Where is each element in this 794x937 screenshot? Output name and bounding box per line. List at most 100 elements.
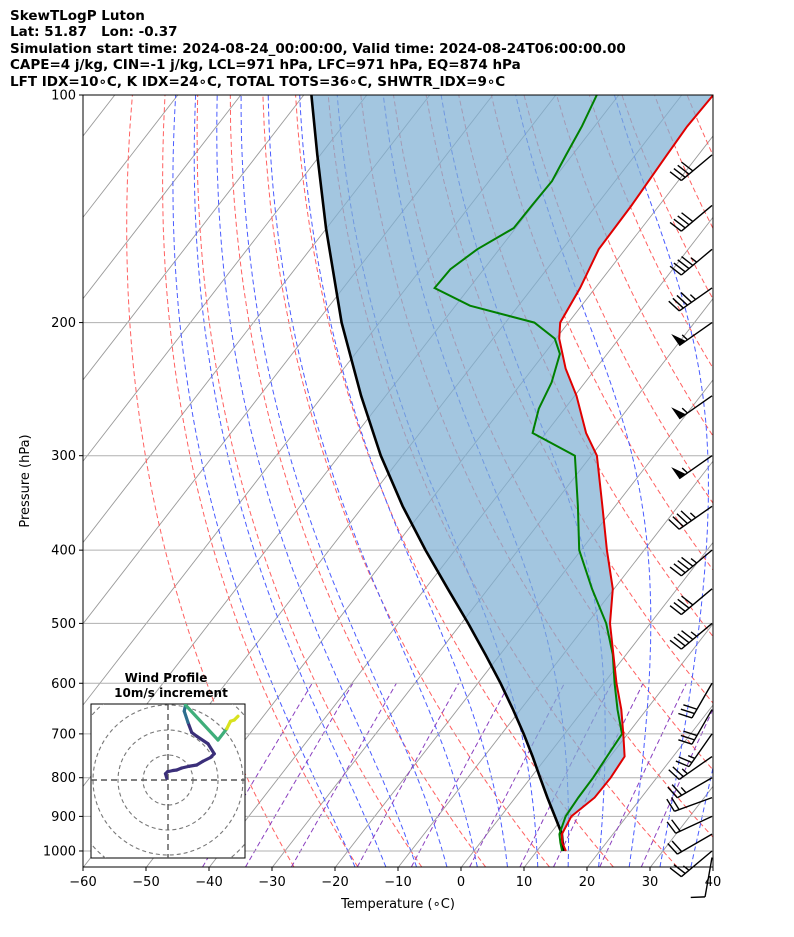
barb-staff [688, 733, 713, 768]
barb-half [680, 786, 687, 794]
hodograph-segment [195, 734, 210, 746]
y-tick-label: 600 [51, 677, 76, 692]
barb-full [681, 212, 694, 223]
barb-half [681, 334, 688, 341]
barb-full [673, 601, 686, 612]
y-tick-label: 400 [51, 544, 76, 559]
barb-full [677, 633, 690, 644]
isotherm-line [83, 95, 368, 462]
hodograph-title: Wind Profile [125, 671, 208, 685]
barb-full [671, 784, 683, 796]
barb-full [678, 756, 693, 764]
dry-adiabat-line [126, 95, 295, 867]
wind-barb [690, 857, 713, 899]
barb-pennant [671, 407, 686, 419]
barb-full [669, 605, 682, 616]
barb-full [671, 840, 683, 853]
barb-staff [678, 321, 713, 347]
barb-staff [704, 857, 713, 897]
barb-full [668, 300, 680, 312]
barb-staff [680, 588, 713, 616]
moist-adiabat-line [299, 95, 508, 867]
barb-full [672, 297, 684, 309]
wind-barb [666, 796, 713, 812]
moist-adiabat-line [515, 95, 652, 867]
barb-staff [680, 154, 713, 182]
y-tick-label: 900 [51, 810, 76, 825]
wind-barb [671, 395, 713, 420]
x-tick-label: 30 [642, 875, 659, 890]
barb-staff [680, 204, 713, 232]
barb-staff [691, 709, 713, 745]
y-tick-label: 100 [51, 89, 76, 104]
mixing-ratio-line [356, 683, 460, 867]
barb-staff [691, 682, 713, 719]
temperature-line [558, 95, 713, 852]
y-tick-label: 300 [51, 449, 76, 464]
profile-lines [310, 95, 713, 852]
barb-full [680, 734, 695, 741]
dry-adiabat-line [556, 95, 713, 437]
wind-barb [669, 850, 713, 878]
barb-full [677, 598, 690, 609]
wind-barb [666, 815, 713, 834]
barb-staff [678, 395, 713, 420]
hodograph-segment [183, 704, 220, 742]
instability-parameters: CAPE=4 j/kg, CIN=-1 j/kg, LCL=971 hPa, L… [10, 57, 521, 74]
barb-full [676, 294, 688, 306]
barb-full [680, 292, 692, 303]
barb-half [681, 768, 688, 775]
barb-full [668, 769, 680, 780]
wind-barb [668, 505, 713, 530]
barb-full [669, 171, 682, 182]
moist-adiabat-line [722, 95, 794, 867]
barb-half [689, 294, 697, 300]
barb-full [677, 215, 690, 226]
isotherm-line [83, 95, 305, 381]
barb-full [669, 566, 682, 577]
dry-adiabat-line [196, 95, 423, 867]
wind-barb [678, 709, 713, 745]
y-tick-label: 1000 [43, 844, 76, 859]
barb-full [677, 164, 690, 175]
barb-staff [674, 796, 713, 812]
barb-full [680, 708, 695, 715]
barb-full [673, 864, 686, 875]
barb-full [678, 712, 693, 719]
barb-half [690, 257, 698, 263]
wind-barb [669, 588, 713, 616]
dewpoint-line [433, 95, 624, 852]
x-tick-label: −30 [258, 875, 285, 890]
wind-barb [669, 154, 713, 182]
isotherm-line [714, 95, 794, 867]
x-tick-label: −10 [384, 875, 411, 890]
x-tick-label: 20 [579, 875, 596, 890]
barb-full [669, 265, 682, 276]
barb-full [681, 161, 694, 172]
x-tick-label: −50 [132, 875, 159, 890]
barb-full [666, 798, 676, 812]
hodograph-segment [182, 709, 190, 725]
barb-half [687, 755, 696, 760]
dry-adiabat-line [752, 95, 794, 867]
moist-adiabat-line [267, 95, 478, 867]
x-axis-label: Temperature (∘C) [340, 897, 455, 912]
mixing-ratio-line [290, 683, 397, 867]
barb-full [667, 786, 678, 799]
dry-adiabat-line [162, 95, 359, 867]
dry-adiabat-line [295, 95, 614, 867]
wind-barb [675, 733, 713, 768]
barb-full [671, 819, 681, 832]
dry-adiabat-line [229, 95, 487, 867]
hodograph-subtitle: 10m/s increment [114, 686, 228, 700]
x-tick-label: −40 [195, 875, 222, 890]
wind-barb [671, 321, 713, 347]
wind-barb [671, 455, 713, 480]
x-tick-label: −20 [321, 875, 348, 890]
hodograph-plot [91, 704, 245, 858]
simulation-times: Simulation start time: 2024-08-24_00:00:… [10, 40, 626, 57]
barb-full [680, 510, 692, 522]
barb-staff [677, 833, 713, 855]
mixing-ratio-line [245, 683, 354, 867]
mixing-ratio-line [599, 683, 687, 867]
